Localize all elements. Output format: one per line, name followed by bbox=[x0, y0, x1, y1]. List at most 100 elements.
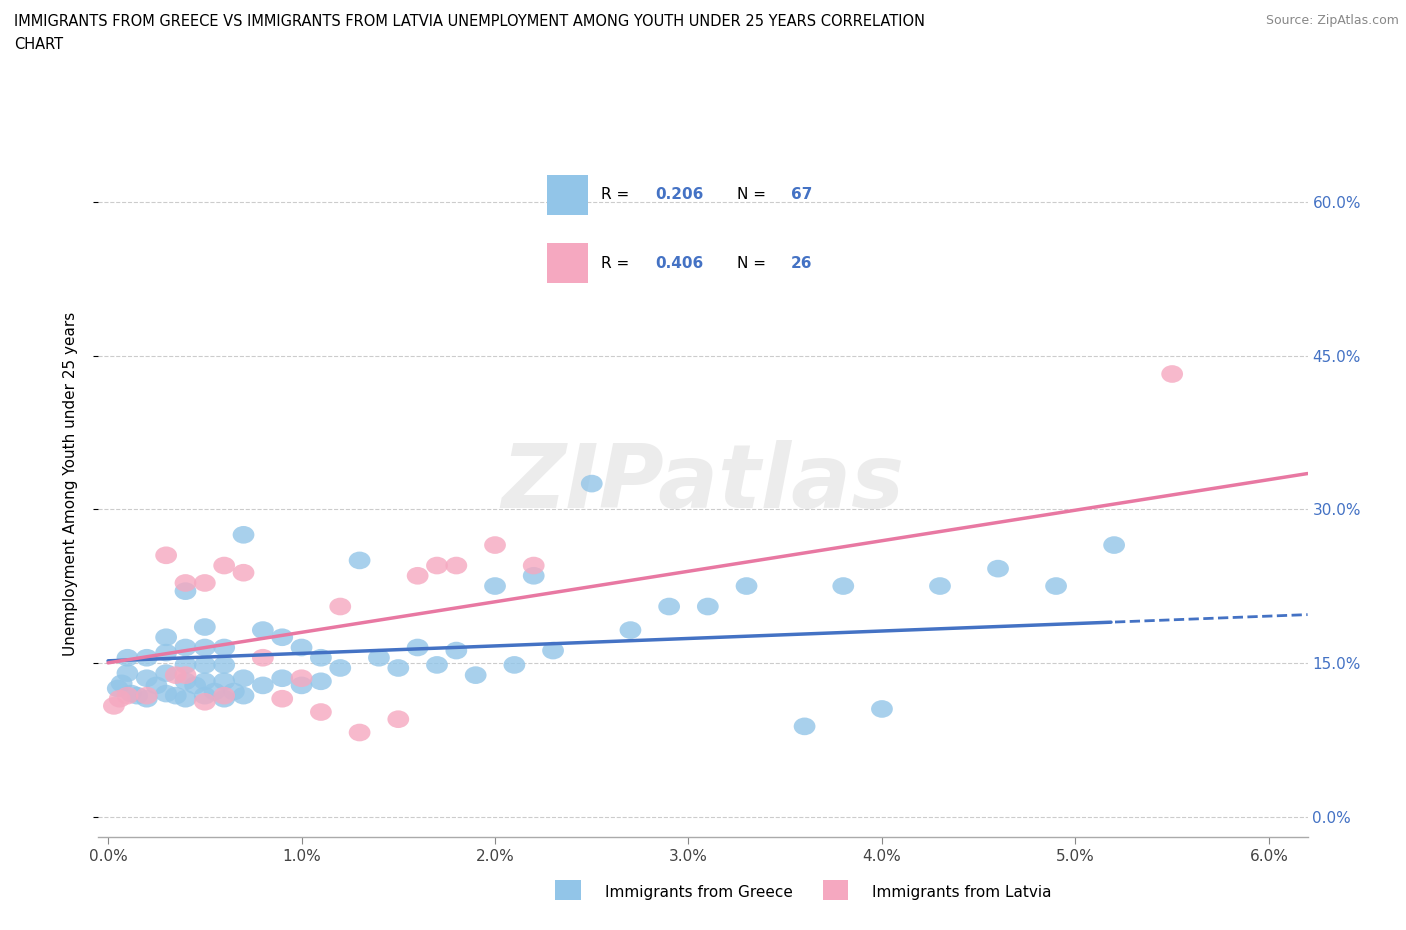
Ellipse shape bbox=[484, 537, 506, 554]
Ellipse shape bbox=[136, 670, 157, 687]
Ellipse shape bbox=[136, 687, 157, 705]
Text: Immigrants from Latvia: Immigrants from Latvia bbox=[872, 885, 1052, 900]
Ellipse shape bbox=[224, 683, 245, 700]
Ellipse shape bbox=[214, 672, 235, 690]
Ellipse shape bbox=[214, 656, 235, 673]
Ellipse shape bbox=[252, 621, 274, 639]
Ellipse shape bbox=[503, 656, 526, 673]
Ellipse shape bbox=[388, 659, 409, 677]
Text: Source: ZipAtlas.com: Source: ZipAtlas.com bbox=[1265, 14, 1399, 27]
Ellipse shape bbox=[1104, 537, 1125, 554]
Ellipse shape bbox=[117, 687, 138, 705]
Ellipse shape bbox=[311, 672, 332, 690]
Ellipse shape bbox=[165, 687, 187, 705]
Ellipse shape bbox=[735, 578, 758, 595]
Ellipse shape bbox=[194, 672, 215, 690]
Ellipse shape bbox=[271, 629, 292, 646]
Ellipse shape bbox=[155, 644, 177, 661]
Ellipse shape bbox=[232, 670, 254, 687]
Ellipse shape bbox=[232, 687, 254, 705]
Text: IMMIGRANTS FROM GREECE VS IMMIGRANTS FROM LATVIA UNEMPLOYMENT AMONG YOUTH UNDER : IMMIGRANTS FROM GREECE VS IMMIGRANTS FRO… bbox=[14, 14, 925, 29]
Ellipse shape bbox=[174, 639, 197, 657]
Ellipse shape bbox=[174, 666, 197, 684]
Ellipse shape bbox=[117, 664, 138, 682]
Ellipse shape bbox=[127, 687, 148, 705]
Ellipse shape bbox=[214, 687, 235, 705]
Text: ZIPatlas: ZIPatlas bbox=[502, 440, 904, 527]
Ellipse shape bbox=[155, 547, 177, 565]
Text: Immigrants from Greece: Immigrants from Greece bbox=[605, 885, 793, 900]
Ellipse shape bbox=[165, 666, 187, 684]
Ellipse shape bbox=[184, 676, 207, 694]
Ellipse shape bbox=[872, 700, 893, 718]
Ellipse shape bbox=[174, 656, 197, 673]
Ellipse shape bbox=[174, 582, 197, 600]
Ellipse shape bbox=[388, 711, 409, 728]
Ellipse shape bbox=[214, 639, 235, 657]
Ellipse shape bbox=[987, 560, 1010, 578]
Ellipse shape bbox=[465, 666, 486, 684]
Ellipse shape bbox=[793, 718, 815, 736]
Ellipse shape bbox=[146, 676, 167, 694]
Ellipse shape bbox=[194, 574, 215, 591]
Ellipse shape bbox=[349, 551, 371, 569]
Ellipse shape bbox=[107, 680, 129, 698]
Ellipse shape bbox=[620, 621, 641, 639]
Ellipse shape bbox=[329, 659, 352, 677]
Ellipse shape bbox=[194, 618, 215, 636]
Ellipse shape bbox=[136, 690, 157, 708]
Ellipse shape bbox=[252, 676, 274, 694]
Ellipse shape bbox=[252, 649, 274, 667]
Ellipse shape bbox=[446, 642, 467, 659]
Ellipse shape bbox=[204, 683, 225, 700]
Text: CHART: CHART bbox=[14, 37, 63, 52]
Ellipse shape bbox=[108, 690, 131, 708]
Ellipse shape bbox=[658, 598, 681, 616]
Ellipse shape bbox=[311, 649, 332, 667]
Ellipse shape bbox=[484, 578, 506, 595]
Ellipse shape bbox=[271, 690, 292, 708]
Ellipse shape bbox=[155, 629, 177, 646]
Ellipse shape bbox=[214, 690, 235, 708]
Ellipse shape bbox=[426, 557, 449, 575]
Ellipse shape bbox=[832, 578, 855, 595]
Ellipse shape bbox=[232, 564, 254, 581]
Ellipse shape bbox=[291, 639, 312, 657]
Ellipse shape bbox=[232, 526, 254, 544]
Ellipse shape bbox=[697, 598, 718, 616]
Ellipse shape bbox=[406, 567, 429, 585]
Ellipse shape bbox=[136, 649, 157, 667]
Ellipse shape bbox=[446, 557, 467, 575]
Y-axis label: Unemployment Among Youth under 25 years: Unemployment Among Youth under 25 years bbox=[63, 312, 77, 656]
Ellipse shape bbox=[329, 598, 352, 616]
Ellipse shape bbox=[581, 475, 603, 493]
Ellipse shape bbox=[155, 684, 177, 702]
Ellipse shape bbox=[929, 578, 950, 595]
Ellipse shape bbox=[121, 684, 142, 702]
Ellipse shape bbox=[271, 670, 292, 687]
Ellipse shape bbox=[1045, 578, 1067, 595]
Ellipse shape bbox=[155, 664, 177, 682]
Ellipse shape bbox=[349, 724, 371, 741]
Ellipse shape bbox=[368, 649, 389, 667]
Ellipse shape bbox=[174, 574, 197, 591]
Ellipse shape bbox=[291, 670, 312, 687]
Ellipse shape bbox=[291, 676, 312, 694]
Ellipse shape bbox=[194, 656, 215, 673]
Ellipse shape bbox=[194, 639, 215, 657]
Ellipse shape bbox=[406, 639, 429, 657]
Ellipse shape bbox=[523, 557, 544, 575]
Ellipse shape bbox=[174, 672, 197, 690]
Ellipse shape bbox=[311, 703, 332, 721]
Ellipse shape bbox=[214, 557, 235, 575]
Ellipse shape bbox=[1161, 365, 1182, 383]
Ellipse shape bbox=[194, 693, 215, 711]
Ellipse shape bbox=[543, 642, 564, 659]
Ellipse shape bbox=[194, 687, 215, 705]
Ellipse shape bbox=[117, 649, 138, 667]
Ellipse shape bbox=[111, 674, 132, 692]
Ellipse shape bbox=[103, 698, 125, 715]
Ellipse shape bbox=[426, 656, 449, 673]
Ellipse shape bbox=[174, 690, 197, 708]
Ellipse shape bbox=[523, 567, 544, 585]
